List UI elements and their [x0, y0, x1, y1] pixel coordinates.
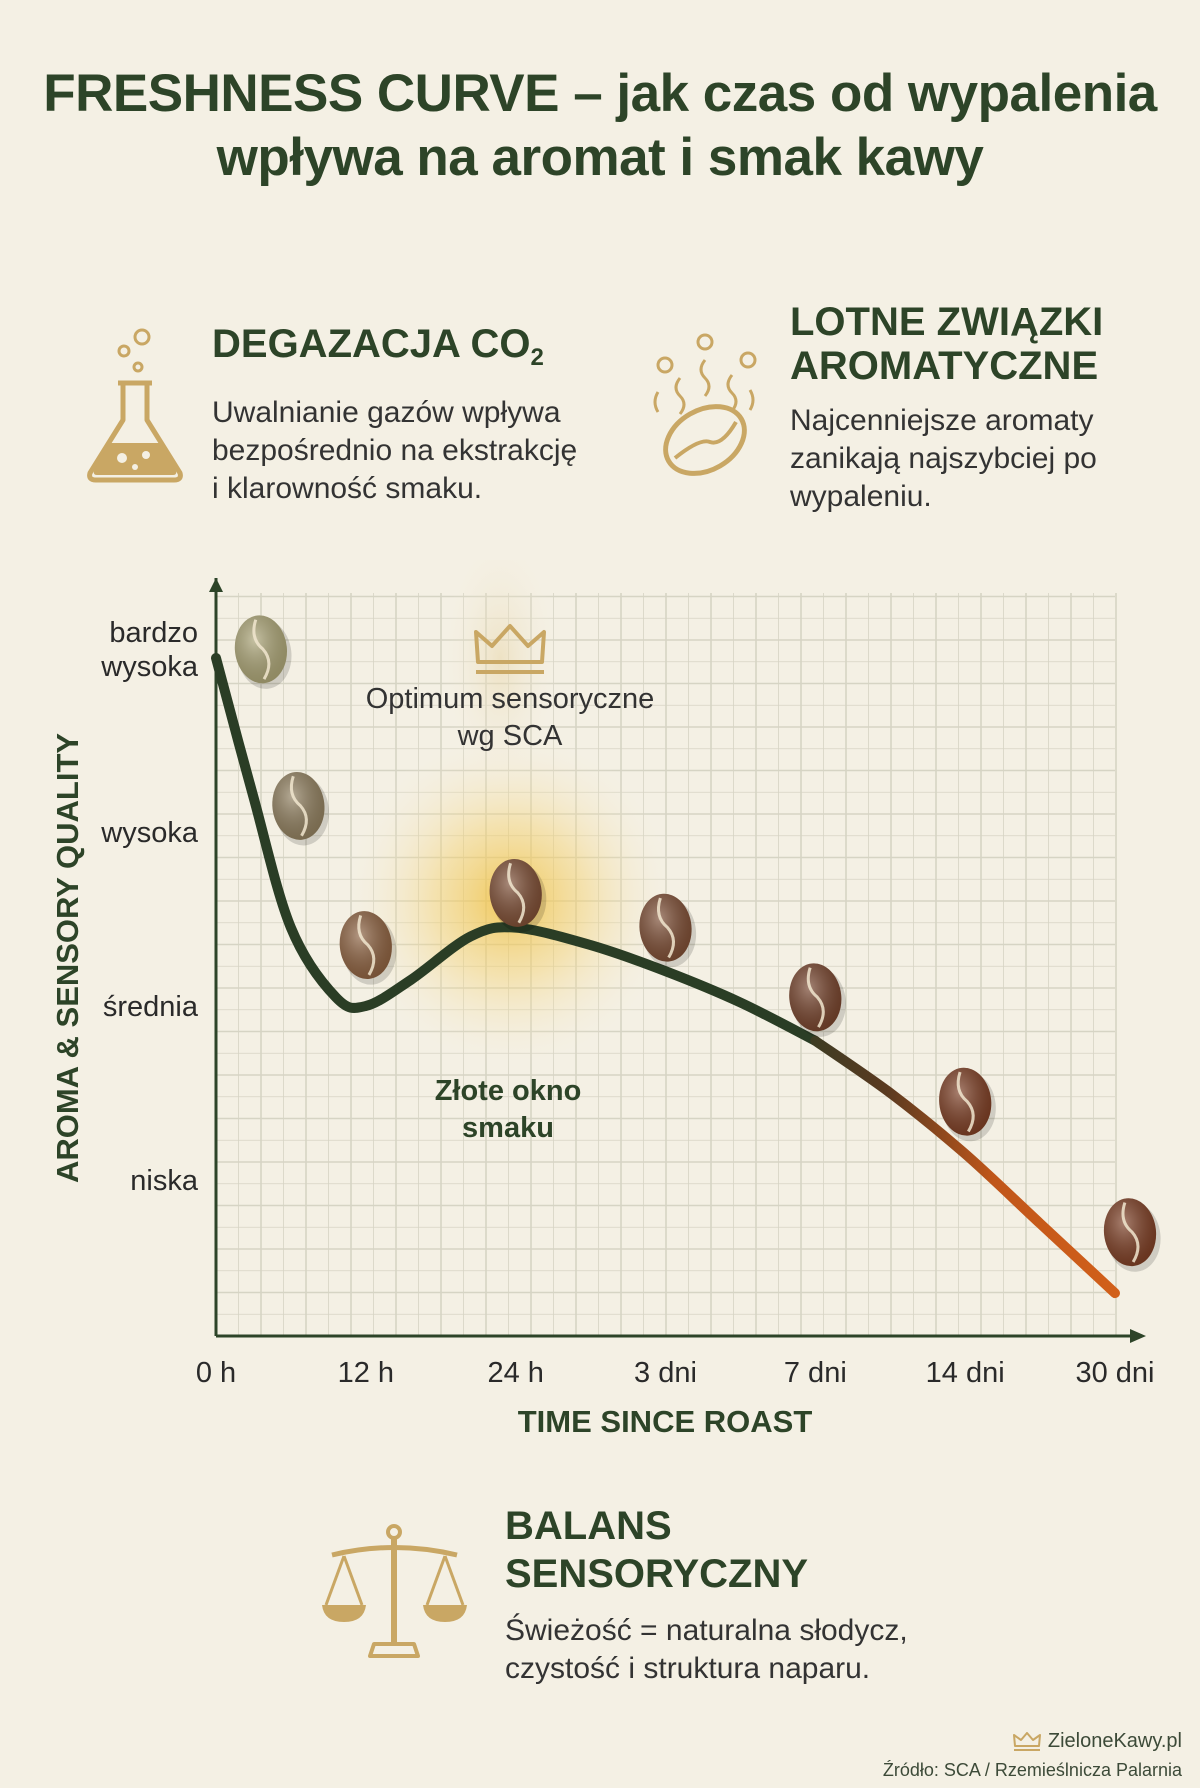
steam-haze: [440, 560, 560, 790]
quality-curve-late: [810, 1035, 1120, 1299]
x-tick-label: 12 h: [338, 1357, 394, 1389]
optimum-label-1: Optimum sensoryczne: [366, 683, 655, 715]
y-axis-arrow: [209, 578, 223, 592]
x-axis-arrow: [1130, 1329, 1146, 1343]
x-tick-label: 7 dni: [784, 1357, 847, 1389]
balans-block: BALANS SENSORYCZNY Świeżość = naturalna s…: [505, 1502, 908, 1688]
footer-logo: ZieloneKawy.pl: [1012, 1730, 1182, 1753]
crown-icon: [474, 624, 546, 674]
x-tick-label: 0 h: [196, 1357, 236, 1389]
x-axis-title: TIME SINCE ROAST: [518, 1404, 813, 1439]
freshness-chart: Optimum sensoryczne wg SCA Złote okno sm…: [50, 560, 1161, 1439]
flask-icon: [87, 328, 183, 483]
x-tick-label: 24 h: [487, 1357, 543, 1389]
lotne-block: LOTNE ZWIĄZKI AROMATYCZNE Najcenniejsze a…: [790, 300, 1103, 516]
y-tick-label: bardzo: [109, 617, 198, 649]
coffee-bean-aroma-icon: [653, 333, 757, 476]
balans-text: Świeżość = naturalna słodycz, czystość i…: [505, 1614, 908, 1685]
x-tick-label: 3 dni: [634, 1357, 697, 1389]
optimum-label-2: wg SCA: [457, 720, 563, 752]
coffee-bean-dark: [1103, 1198, 1161, 1272]
degazacja-text: Uwalnianie gazów wpływa bezpośrednio na …: [212, 396, 578, 505]
scales-icon: [322, 1524, 467, 1658]
y-tick-label: niska: [130, 1165, 199, 1197]
page-title: FRESHNESS CURVE – jak czas od wypalenia …: [40, 62, 1160, 190]
title-line-1: FRESHNESS CURVE – jak czas od wypalenia: [43, 64, 1157, 123]
golden-window-label-1: Złote okno: [435, 1075, 582, 1107]
golden-window-label-2: smaku: [462, 1112, 554, 1144]
y-tick-label: średnia: [103, 991, 199, 1023]
y-tick-label: wysoka: [100, 651, 199, 683]
title-line-2: wpływa na aromat i smak kawy: [216, 128, 984, 187]
footer-source: Źródło: SCA / Rzemieślnicza Palarnia: [882, 1760, 1182, 1780]
coffee-bean-medium: [639, 893, 697, 968]
coffee-bean-green: [234, 615, 292, 689]
y-tick-label: wysoka: [100, 817, 199, 849]
degazacja-block: DEGAZACJA CO2 Uwalnianie gazów wpływa be…: [212, 322, 577, 508]
footer-logo-text: ZieloneKawy.pl: [1047, 1730, 1182, 1752]
coffee-bean-light-medium: [339, 911, 397, 985]
balans-heading: BALANS SENSORYCZNY: [505, 1504, 809, 1596]
y-axis-title: AROMA & SENSORY QUALITY: [50, 733, 85, 1183]
coffee-bean-light: [272, 771, 330, 846]
quality-curve: [211, 653, 821, 1046]
lotne-text: Najcenniejsze aromaty zanikają najszybci…: [790, 404, 1097, 513]
coffee-bean-dark: [939, 1067, 996, 1142]
x-tick-label: 14 dni: [926, 1357, 1005, 1389]
x-tick-label: 30 dni: [1075, 1357, 1154, 1389]
degazacja-heading: DEGAZACJA CO2: [212, 322, 544, 371]
crown-logo-icon: [1012, 1731, 1041, 1751]
coffee-bean-medium-dark: [789, 963, 846, 1037]
coffee-bean-medium: [489, 858, 547, 933]
lotne-heading: LOTNE ZWIĄZKI AROMATYCZNE: [790, 300, 1104, 388]
